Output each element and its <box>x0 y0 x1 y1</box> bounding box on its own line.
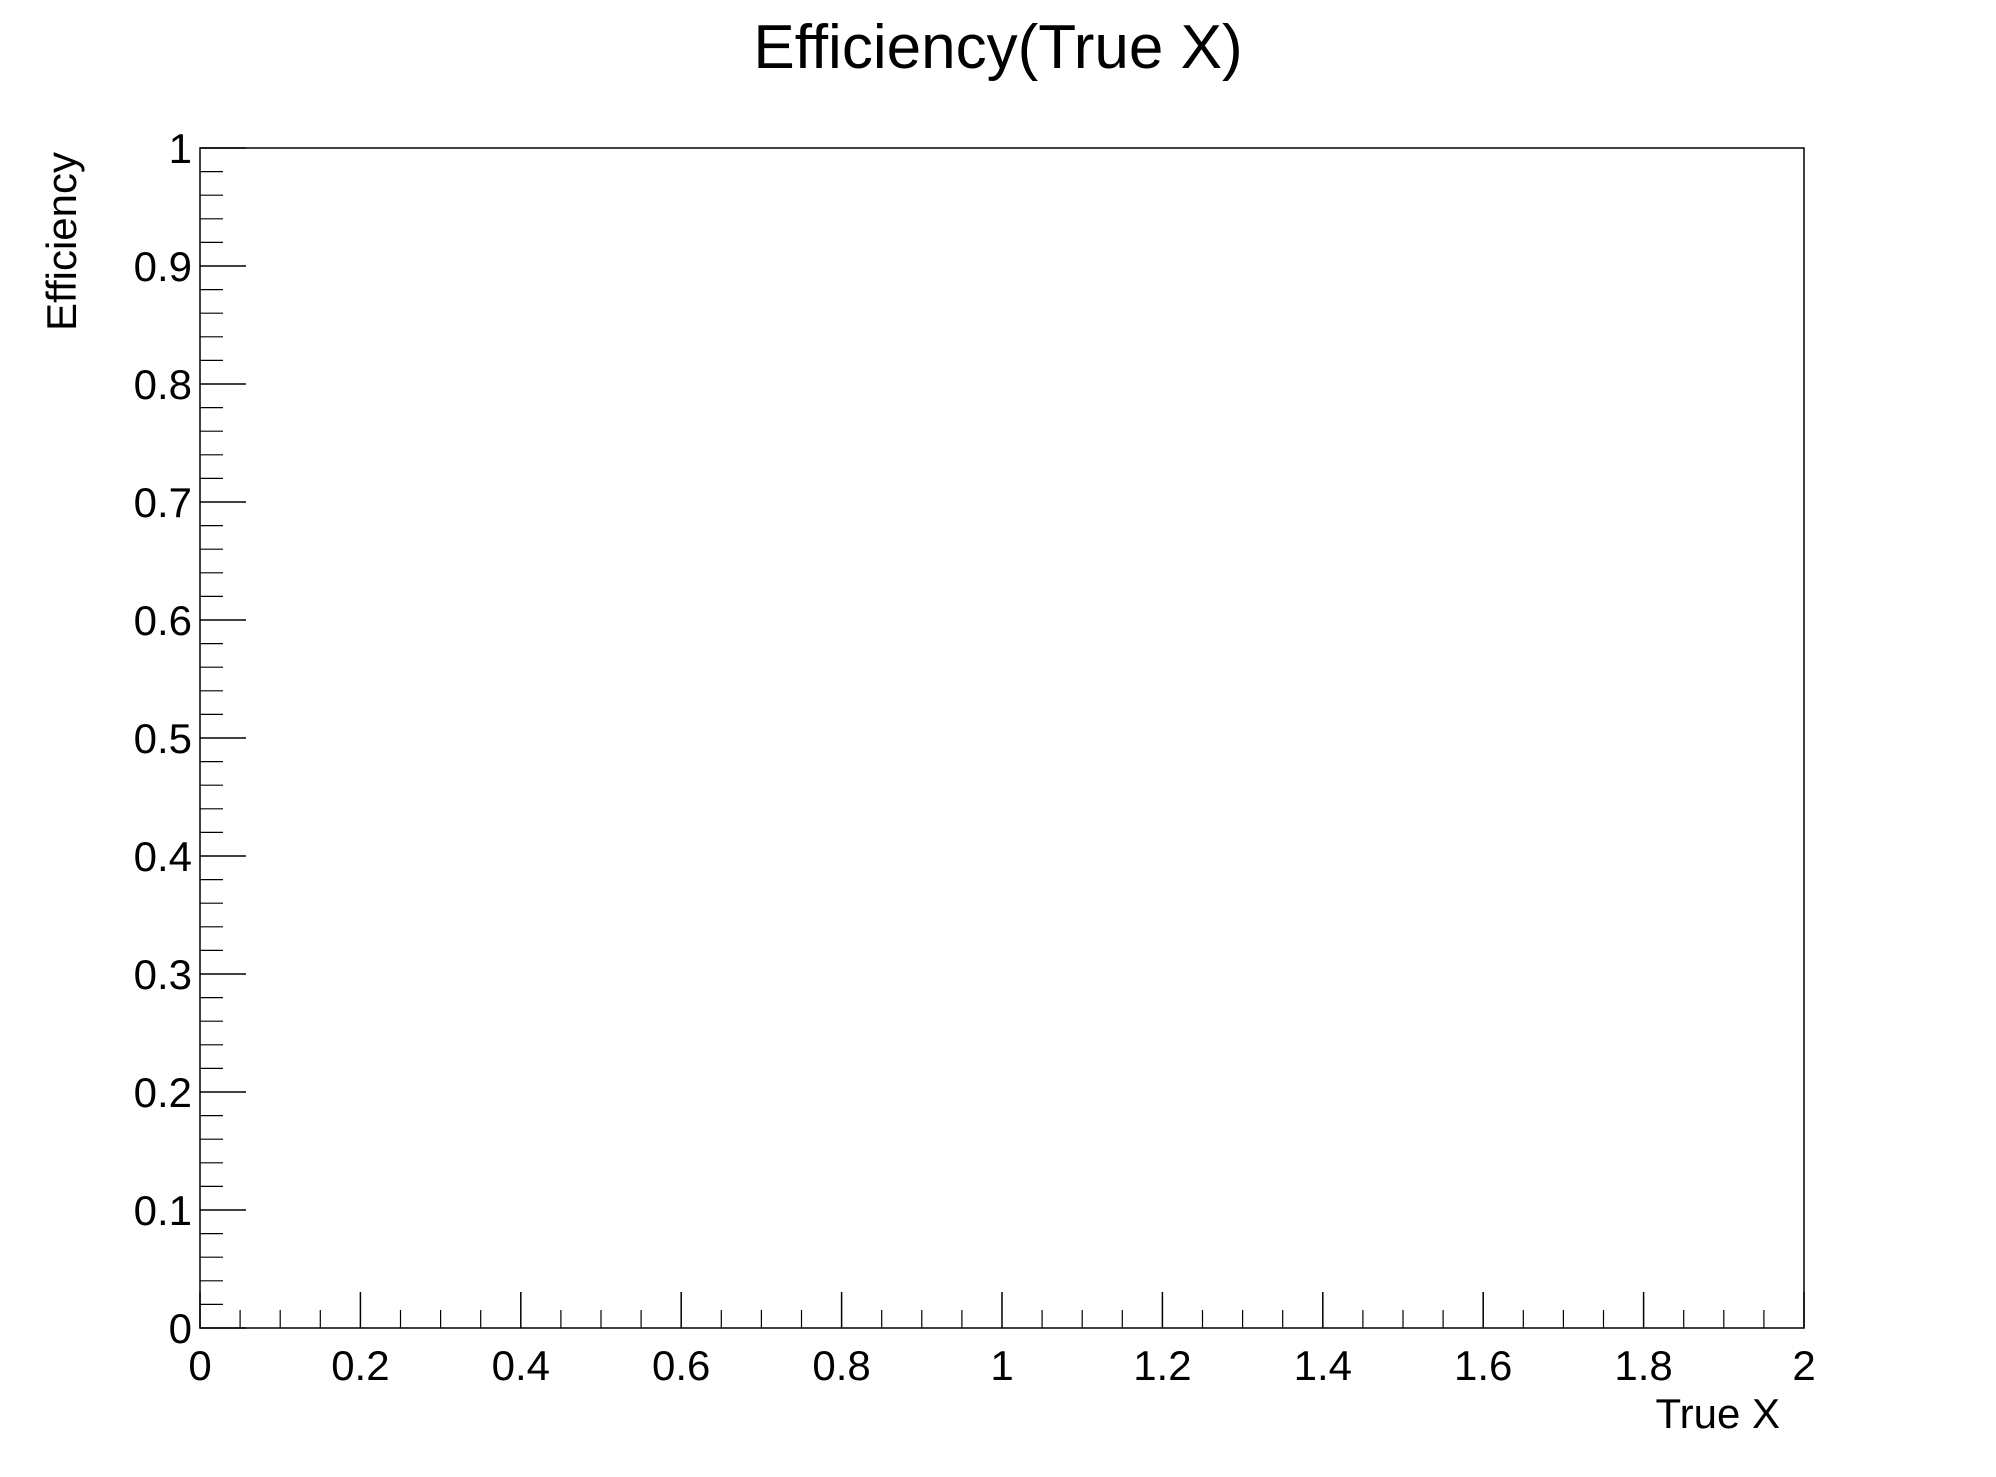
y-tick-label: 0.4 <box>134 833 192 880</box>
y-axis: 0 0.1 0.2 0.3 0.4 0.5 0.6 0.7 0.8 0.9 1 <box>134 125 246 1352</box>
y-tick-label: 0.7 <box>134 479 192 526</box>
x-tick-label: 0.8 <box>812 1342 870 1389</box>
x-tick-label: 1.8 <box>1614 1342 1672 1389</box>
y-tick-label: 0.5 <box>134 715 192 762</box>
x-tick-label: 1.2 <box>1133 1342 1191 1389</box>
x-tick-label: 1.4 <box>1294 1342 1352 1389</box>
x-axis: 0 0.2 0.4 0.6 0.8 1 1.2 1.4 1.6 1.8 2 <box>188 1292 1816 1389</box>
x-tick-label: 0.2 <box>331 1342 389 1389</box>
y-tick-label: 0.6 <box>134 597 192 644</box>
y-tick-label: 0.1 <box>134 1187 192 1234</box>
x-axis-label: True X <box>1656 1390 1780 1437</box>
y-tick-label: 0.8 <box>134 361 192 408</box>
x-tick-label: 0.4 <box>492 1342 550 1389</box>
y-axis-label: Efficiency <box>38 152 85 331</box>
chart-title: Efficiency(True X) <box>753 13 1242 82</box>
y-tick-label: 0.2 <box>134 1069 192 1116</box>
x-tick-label: 1.6 <box>1454 1342 1512 1389</box>
plot-frame <box>199 147 1805 1329</box>
y-tick-label: 0.3 <box>134 951 192 998</box>
x-tick-label: 0 <box>188 1342 211 1389</box>
x-tick-label: 2 <box>1792 1342 1815 1389</box>
y-tick-label: 1 <box>169 125 192 172</box>
x-tick-label: 0.6 <box>652 1342 710 1389</box>
y-tick-label: 0.9 <box>134 243 192 290</box>
x-tick-label: 1 <box>990 1342 1013 1389</box>
y-tick-label: 0 <box>169 1305 192 1352</box>
